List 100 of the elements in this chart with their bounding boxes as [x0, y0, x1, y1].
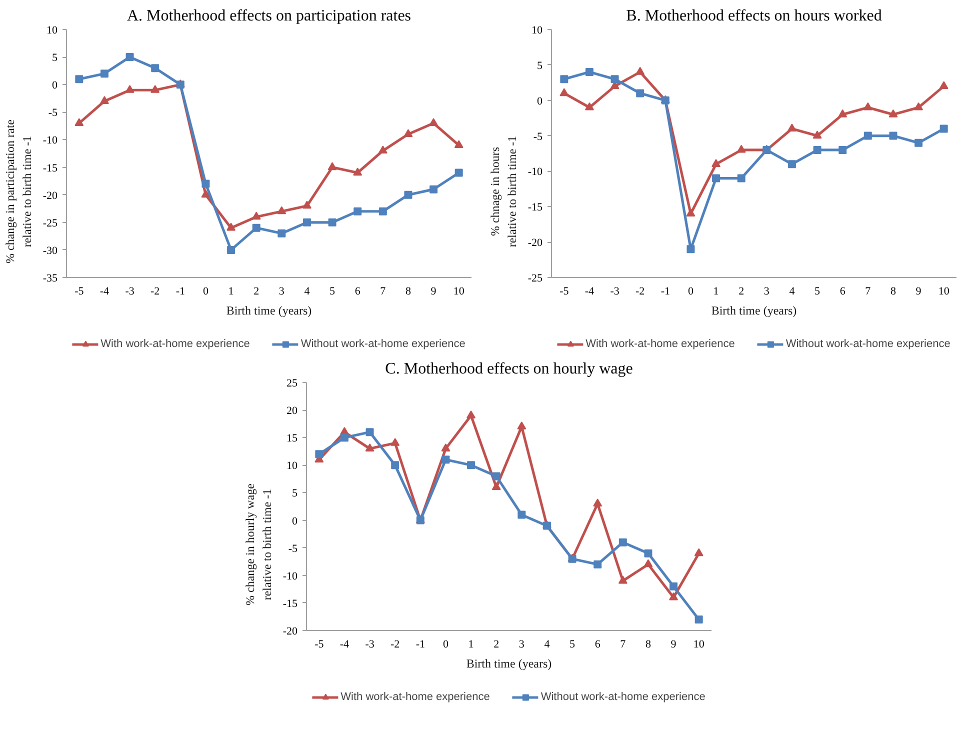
point [636, 89, 644, 98]
point [560, 75, 568, 84]
x-tick-label: -2 [636, 286, 645, 298]
point [277, 206, 286, 214]
x-tick-label: 7 [380, 286, 386, 298]
point [252, 212, 261, 220]
y-tick-label: -25 [42, 217, 58, 230]
x-tick-label: 10 [693, 638, 705, 650]
y-tick-label: 10 [532, 24, 543, 36]
point [518, 510, 526, 519]
point [75, 75, 84, 84]
x-tick-label: -3 [365, 638, 375, 650]
x-tick-label: 1 [713, 286, 719, 298]
point [430, 185, 438, 194]
chart-title: B. Motherhood effects on hours worked [626, 8, 882, 24]
x-tick-label: -2 [150, 286, 160, 298]
point [404, 190, 412, 199]
y-tick-label: -20 [282, 626, 298, 638]
legend-label: With work-at-home experience [100, 338, 250, 350]
x-axis-title: Birth time (years) [711, 304, 797, 318]
point [889, 132, 898, 140]
y-tick-label: 5 [292, 488, 298, 500]
y-tick-label: -20 [528, 237, 543, 250]
point [278, 229, 286, 238]
y-tick-label: -5 [48, 107, 58, 120]
y-tick-label: 10 [286, 460, 298, 472]
point [442, 456, 450, 464]
point [150, 85, 160, 93]
legend-label: Without work-at-home experience [786, 338, 950, 350]
x-axis-title: Birth time (years) [466, 656, 552, 670]
x-tick-label: 1 [228, 286, 234, 298]
point [328, 218, 336, 226]
x-tick-label: 5 [330, 286, 336, 298]
point [594, 560, 602, 568]
point [736, 144, 746, 153]
point [315, 450, 324, 458]
point [354, 207, 362, 216]
x-tick-label: 2 [738, 286, 744, 298]
point [914, 138, 923, 147]
point [864, 132, 872, 140]
point [888, 109, 898, 118]
point [636, 66, 645, 75]
x-tick-label: -3 [125, 286, 135, 298]
point [712, 159, 721, 167]
x-tick-label: 1 [468, 638, 474, 650]
point [712, 174, 720, 182]
y-tick-label: -20 [42, 190, 58, 202]
point [686, 245, 695, 254]
y-axis-title: % chnage in hours relative to birth time -1 [488, 136, 519, 248]
point [585, 68, 594, 76]
point [939, 81, 948, 89]
y-tick-label: 0 [52, 80, 58, 92]
y-tick-label: -5 [533, 130, 543, 143]
point [560, 88, 569, 96]
y-tick-label: -35 [42, 272, 58, 284]
y-tick-label: -5 [288, 542, 298, 555]
point [813, 146, 822, 154]
chart-title: A. Motherhood effects on participation rates [126, 8, 412, 24]
point [618, 538, 627, 546]
point [151, 64, 160, 72]
point [454, 168, 463, 177]
point [201, 190, 210, 198]
point [812, 130, 822, 139]
point [100, 96, 109, 104]
x-tick-label: -2 [390, 638, 400, 650]
x-tick-label: -5 [314, 638, 324, 650]
point [202, 180, 210, 188]
y-tick-label: 10 [46, 24, 58, 36]
point [694, 548, 704, 556]
x-tick-label: 9 [916, 286, 922, 298]
point [863, 102, 872, 110]
point [466, 410, 476, 418]
y-tick-label: -10 [528, 166, 543, 178]
x-tick-label: 4 [544, 638, 550, 650]
x-tick-label: 8 [890, 286, 896, 298]
y-tick-label: 15 [286, 432, 298, 445]
x-tick-label: 0 [688, 286, 694, 298]
point [126, 53, 134, 62]
x-tick-label: 6 [840, 286, 846, 298]
point [584, 102, 594, 110]
point [74, 118, 84, 126]
x-tick-label: 3 [518, 638, 525, 650]
point [618, 576, 628, 584]
x-tick-label: 2 [254, 286, 260, 298]
x-tick-label: -1 [176, 286, 185, 298]
chart-title: C. Motherhood effects on hourly wage [385, 360, 633, 378]
x-tick-label: 2 [494, 638, 500, 650]
y-tick-label: 5 [52, 52, 58, 64]
x-tick-label: 0 [442, 638, 449, 650]
point [737, 174, 746, 182]
y-tick-label: -15 [282, 598, 298, 610]
y-tick-label: -30 [42, 244, 58, 257]
y-tick-label: -15 [42, 162, 58, 174]
point [610, 75, 619, 84]
point [467, 461, 476, 470]
y-tick-label: 25 [286, 378, 298, 390]
x-tick-label: 3 [764, 286, 770, 298]
y-tick-label: -10 [282, 570, 298, 582]
point [788, 160, 796, 168]
y-tick-label: 0 [292, 515, 298, 528]
